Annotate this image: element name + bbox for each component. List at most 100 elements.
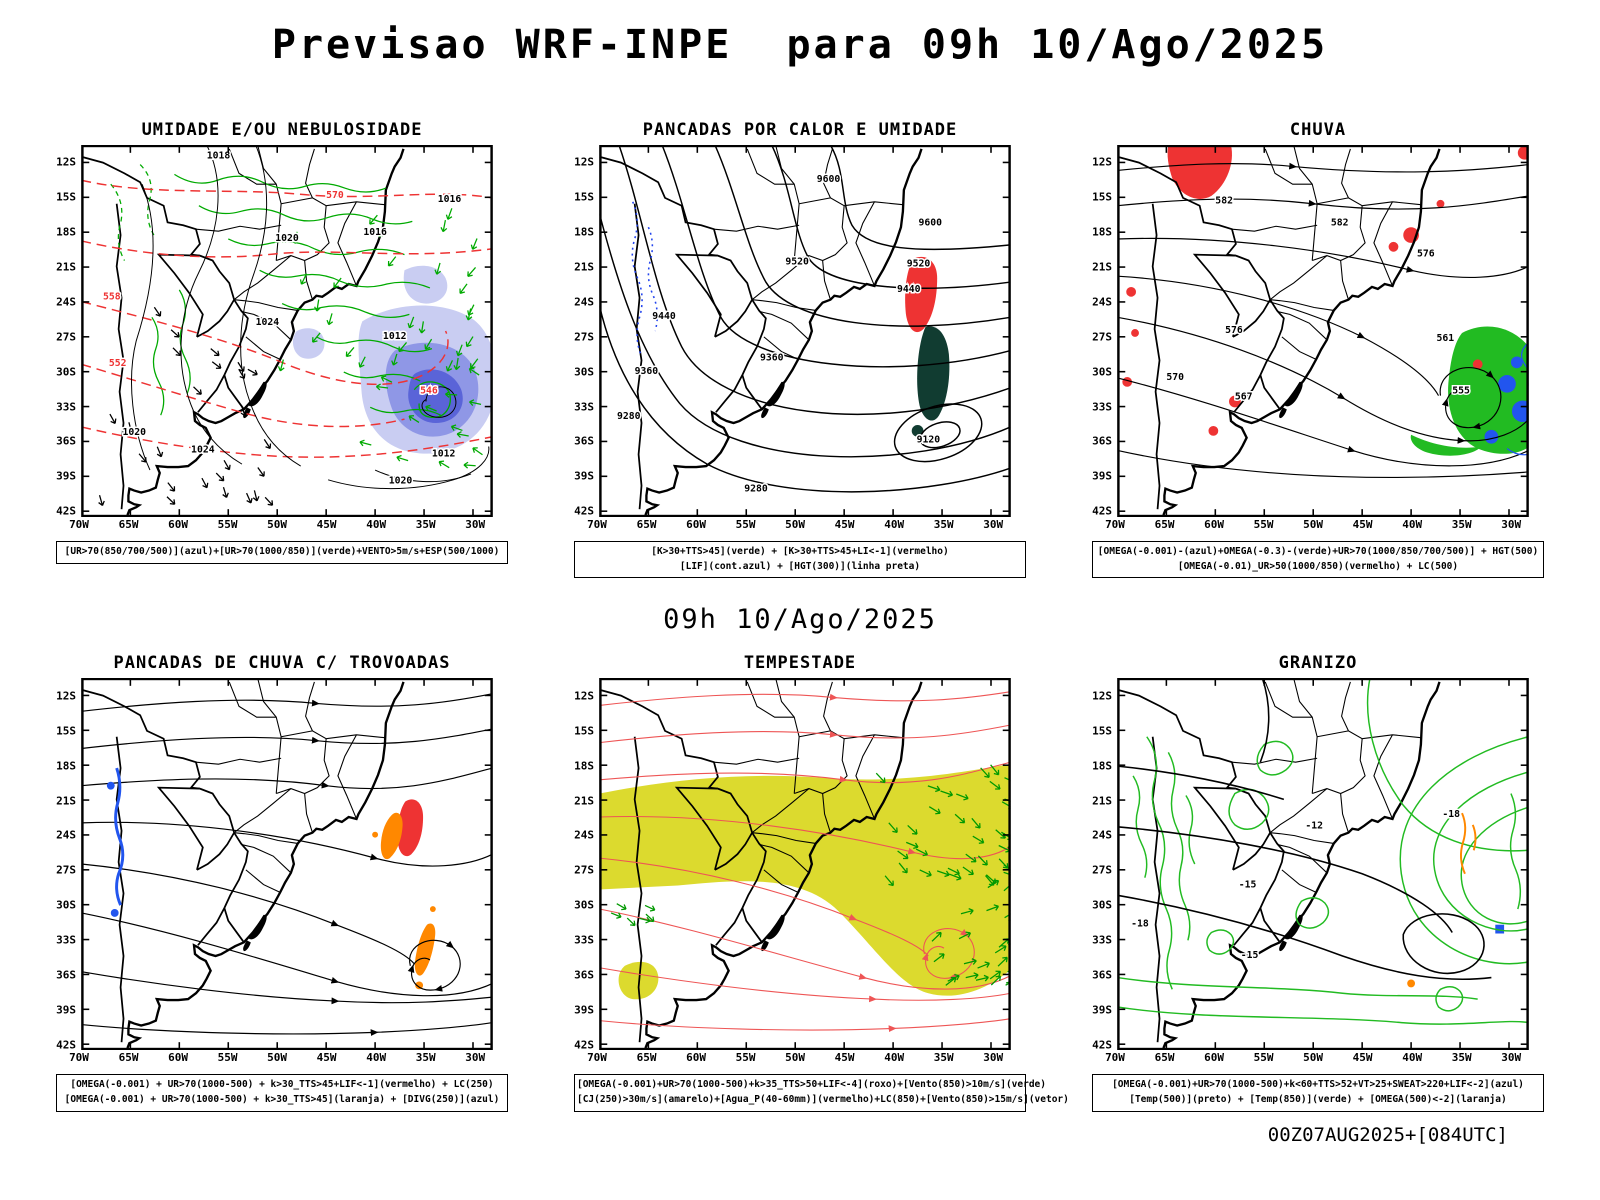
contour-label: 9280 [617,411,641,422]
contour-label: 558 [103,292,121,303]
hgt500-streamlines [1117,162,1529,479]
lon-tick-label: 45W [1352,518,1373,531]
lat-tick-label: 30S [574,365,594,379]
contour-label: 570 [326,190,344,201]
lat-tick-label: 36S [1092,968,1112,982]
contour-label: -18 [1131,919,1149,930]
lon-tick-label: 65W [118,1051,139,1065]
contour-label: 570 [1166,372,1184,383]
contour-label: 9520 [907,258,931,269]
lon-tick-label: 70W [587,518,607,531]
lon-tick-label: 65W [1154,518,1175,531]
lon-tick-label: 35W [415,1051,436,1065]
contour-label: 1024 [256,317,280,328]
lon-tick-label: 30W [1501,1051,1522,1065]
lon-tick-label: 55W [1253,518,1274,531]
caption-line: [OMEGA(-0.001)-(azul)+OMEGA(-0.3)-(verde… [1097,546,1539,557]
lat-tick-label: 24S [56,828,76,842]
lon-tick-label: 50W [785,518,806,531]
lat-tick-label: 27S [574,863,594,877]
caption-line: [UR>70(850/700/500)](azul)+[UR>70(1000/8… [64,546,500,557]
caption-box-trovoadas: [OMEGA(-0.001) + UR>70(1000-500) + k>30_… [55,1074,508,1112]
contour-label: 9600 [919,217,943,228]
hail-patches [1407,925,1505,988]
lat-tick-label: 15S [1092,190,1112,204]
contour-label: 1016 [363,227,387,238]
lat-tick-label: 39S [574,469,594,483]
contour-label: 1024 [191,444,215,455]
caption-line: [OMEGA(-0.001)+UR>70(1000-500)+k>35_TTS>… [576,1079,1046,1091]
lon-tick-label: 65W [636,1051,657,1065]
humidity-shading [292,265,493,454]
axis-ticks [599,145,1010,517]
lat-tick-label: 39S [1092,469,1112,483]
lon-tick-label: 60W [686,1051,706,1065]
contour-label: -12 [1305,821,1323,832]
green-wind-vectors [610,903,656,927]
run-info-footer: 00Z07AUG2025+[084UTC] [1267,1123,1508,1146]
lat-tick-label: 27S [1092,330,1112,344]
panel-granizo: GRANIZO 12S 15S 18S 21S 24S 27S 30S 33S 36S 39S 42… [1085,653,1551,1112]
hgt300-contours [599,145,1011,493]
lat-tick-label: 18S [56,759,76,773]
lon-tick-label: 55W [217,1051,238,1065]
lat-tick-label: 33S [574,933,594,947]
contour-label: 9360 [760,352,784,363]
page-title: Previsao WRF-INPE para 09h 10/Ago/2025 [271,22,1329,68]
contour-label: 1018 [207,151,231,162]
lon-tick-label: 50W [267,1051,288,1065]
lat-tick-label: 33S [56,933,76,947]
contour-label: 1012 [432,448,456,459]
contour-label: 555 [1452,386,1470,397]
lat-tick-label: 18S [56,225,76,239]
lat-tick-label: 42S [56,504,76,518]
rain-patches [1122,145,1529,456]
caption-box-umidade: [UR>70(850/700/500)](azul)+[UR>70(1000/8… [55,541,508,564]
axis-ticks [599,679,1010,1050]
lon-tick-label: 35W [1451,518,1472,531]
lon-axis: 70W 65W 60W 55W 50W 45W 40W 35W 30W [1105,517,1531,532]
red-thickness-contours [81,179,493,458]
map-frame [599,145,1011,517]
panel-tempestade: TEMPESTADE 12S 15S 18S 21S 24S 27S 30S 33S 36S 39… [567,653,1069,1112]
lat-tick-label: 33S [56,400,76,414]
lon-tick-label: 70W [587,1051,607,1065]
lon-tick-label: 70W [1105,518,1125,531]
green-wind-vectors [875,764,1011,887]
lon-tick-label: 50W [1303,1051,1324,1065]
lon-tick-label: 50W [1303,518,1324,531]
contour-label: 9280 [744,484,768,495]
lat-tick-label: 21S [1092,260,1112,274]
contour-label: 9600 [817,174,841,185]
contour-label: 582 [1215,196,1233,207]
axis-ticks [81,145,492,517]
divg-blue-marks [106,768,125,918]
map-trovoadas [79,678,495,1051]
panel-title-pancadas-calor: PANCADAS POR CALOR E UMIDADE [642,120,958,140]
map-frame [599,678,1011,1051]
map-pancadas-calor: 9600 9600 9520 9520 9440 9440 9360 9360 9280 9280… [597,145,1013,517]
wind-barbs [98,386,274,507]
lon-tick-label: 65W [118,518,139,531]
panel-title-trovoadas: PANCADAS DE CHUVA C/ TROVOADAS [113,653,451,674]
lat-tick-label: 18S [1092,759,1112,773]
map-chuva: 582 582 576 576 570 567 561 555 [1115,145,1531,517]
lat-axis: 12S 15S 18S 21S 24S 27S 30S 33S 36S 39S 42S [49,678,79,1052]
lat-tick-label: 27S [56,330,76,344]
lat-tick-label: 21S [574,794,594,807]
contour-label: 9520 [785,256,809,267]
lat-tick-label: 42S [56,1038,76,1052]
lat-tick-label: 39S [56,1003,76,1017]
lat-tick-label: 30S [1092,898,1112,912]
map-frame [1117,145,1529,517]
caption-line: [OMEGA(-0.01)_UR>50(1000/850)(vermelho) … [1177,560,1459,572]
lat-axis: 12S 15S 18S 21S 24S 27S 30S 33S 36S 39S 42S [1085,145,1115,518]
contour-label: 576 [1225,325,1243,336]
lat-tick-label: 21S [56,794,76,807]
panel-title-chuva: CHUVA [1289,120,1347,140]
panel-umidade: UMIDADE E/OU NEBULOSIDADE 12S 15S 18S 21S 24… [49,120,515,578]
lon-axis: 70W 65W 60W 55W 50W 45W 40W 35W 30W [587,1050,1013,1065]
map-frame [1117,678,1529,1051]
bottom-row: PANCADAS DE CHUVA C/ TROVOADAS 12S 15S 18S… [0,653,1600,1112]
map-frame [81,145,493,517]
